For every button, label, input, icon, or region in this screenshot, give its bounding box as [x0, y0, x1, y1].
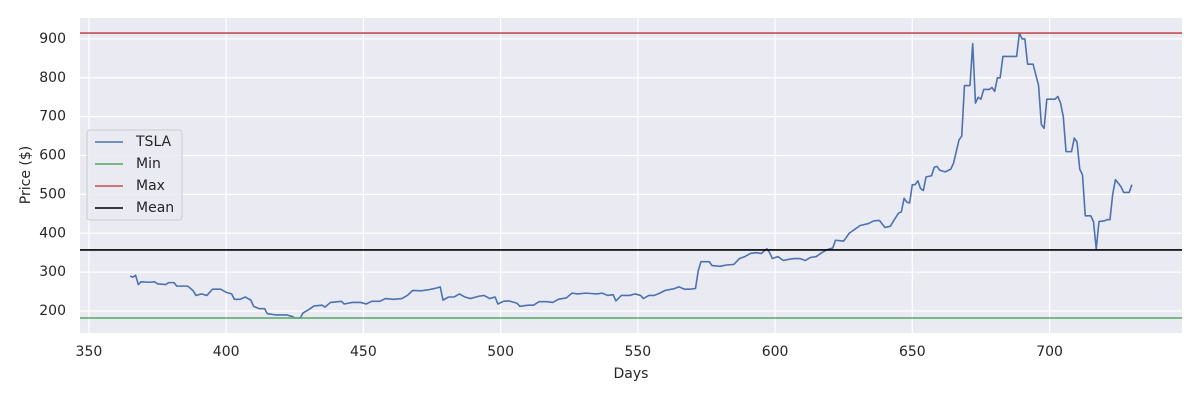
- x-axis-label: Days: [614, 366, 649, 382]
- legend-box: [86, 129, 183, 221]
- legend: TSLA Min Max Mean: [86, 129, 183, 221]
- legend-label: Mean: [136, 200, 174, 216]
- x-tick-label: 500: [487, 344, 514, 360]
- y-axis-label: Price ($): [18, 146, 34, 204]
- line-series: [129, 32, 1133, 319]
- plot-area: [80, 18, 1182, 333]
- y-tick-label: 800: [39, 70, 66, 86]
- y-tick-label: 700: [39, 109, 66, 125]
- y-tick-label: 300: [39, 264, 66, 280]
- x-tick-label: 650: [899, 344, 926, 360]
- y-tick-label: 400: [39, 225, 66, 241]
- y-tick-label: 900: [39, 31, 66, 47]
- legend-label: Min: [136, 156, 161, 172]
- x-tick-label: 700: [1036, 344, 1063, 360]
- x-tick-label: 550: [624, 344, 651, 360]
- x-tick-label: 450: [350, 344, 377, 360]
- y-tick-label: 200: [39, 303, 66, 319]
- y-tick-label: 600: [39, 148, 66, 164]
- x-tick-label: 350: [76, 344, 103, 360]
- legend-label: TSLA: [135, 134, 172, 150]
- legend-label: Max: [136, 178, 165, 194]
- x-tick-label: 400: [213, 344, 240, 360]
- x-tick-label: 600: [762, 344, 789, 360]
- y-tick-label: 500: [39, 186, 66, 202]
